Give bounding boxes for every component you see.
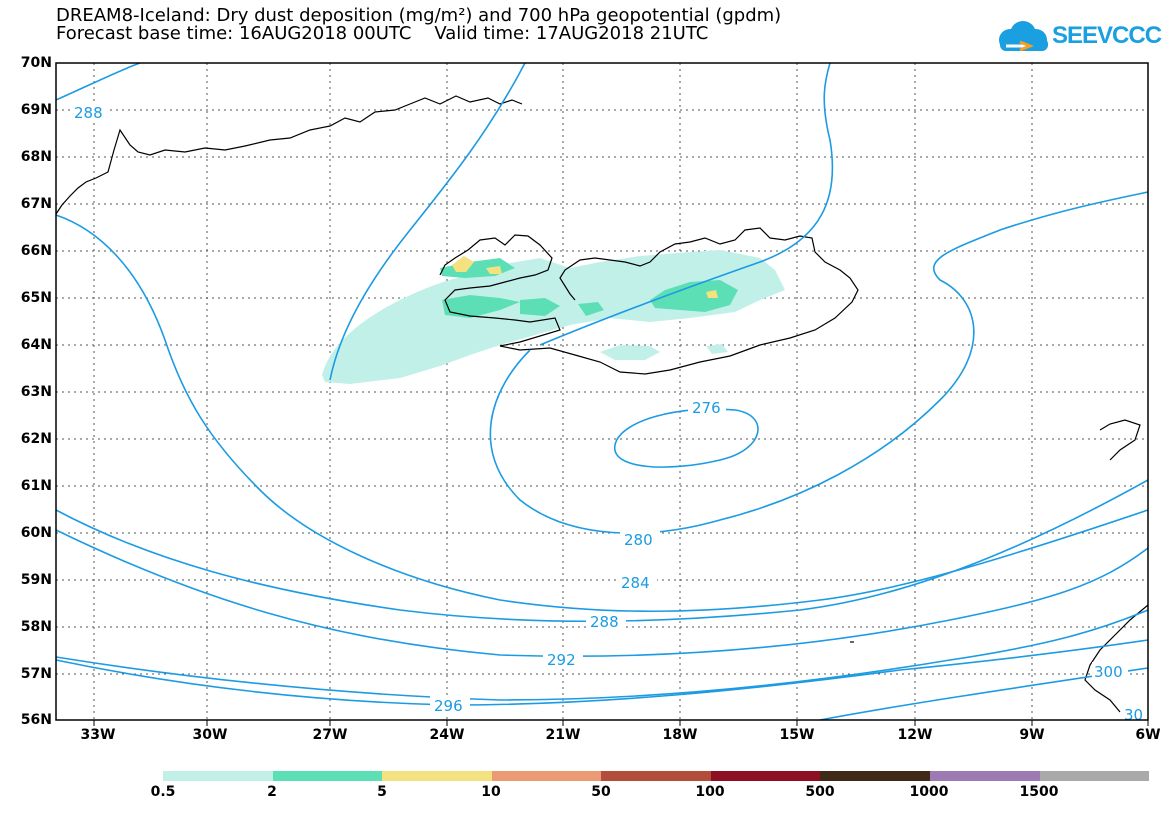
lon-label-30w: 30W [192, 727, 228, 743]
contour-main-trough [55, 214, 1149, 613]
legend-swatch [491, 771, 602, 781]
lat-label-59n: 59N [20, 572, 52, 588]
legend-label: 10 [481, 784, 501, 800]
lon-label-9w: 9W [1019, 727, 1045, 743]
contour-label-280: 280 [624, 531, 653, 549]
lat-label-57n: 57N [20, 666, 52, 682]
lon-label-24w: 24W [429, 727, 465, 743]
greenland-coast [55, 95, 523, 215]
contour-280 [489, 191, 1149, 534]
contour-288 [55, 529, 1149, 658]
lon-label-33w: 33W [80, 727, 116, 743]
contour-label-288: 288 [590, 613, 619, 631]
contour-label-284: 284 [621, 574, 650, 592]
legend-swatch [601, 771, 711, 781]
legend-label: 1500 [1019, 784, 1059, 800]
contour-label-292: 292 [547, 651, 576, 669]
legend-label: 100 [695, 784, 725, 800]
lat-label-61n: 61N [20, 478, 52, 494]
lat-label-67n: 67N [20, 196, 52, 212]
lat-label-65n: 65N [20, 290, 52, 306]
lat-label-64n: 64N [20, 337, 52, 353]
legend-label: 1000 [909, 784, 949, 800]
lon-label-27w: 27W [312, 727, 348, 743]
graticule [56, 63, 1148, 720]
legend-swatch [929, 771, 1040, 781]
legend-label: 50 [591, 784, 611, 800]
map-frame [55, 62, 1149, 721]
legend-swatch [1039, 771, 1150, 781]
contour-west-ridge [329, 62, 526, 381]
logo-text: SEEVCCC [1052, 22, 1162, 49]
contour-276 [614, 408, 759, 468]
forecast-times: Forecast base time: 16AUG2018 00UTC Vali… [56, 23, 709, 44]
legend-swatch [820, 771, 930, 781]
contour-296 [55, 639, 1149, 706]
legend-label: 5 [377, 784, 387, 800]
contour-284 [55, 479, 1149, 623]
contour-label-276: 276 [692, 399, 721, 417]
contour-label-300: 300 [1094, 663, 1123, 681]
contour-label-296: 296 [434, 697, 463, 715]
legend-label: 0.5 [150, 784, 176, 800]
seevccc-logo [999, 21, 1048, 52]
contour-label-304: 30 [1124, 706, 1143, 724]
contour-east-ridge [539, 62, 834, 346]
lat-label-68n: 68N [20, 149, 52, 165]
coastlines [55, 95, 1149, 713]
legend-swatch [710, 771, 821, 781]
geopotential-contours [55, 62, 1149, 721]
legend-swatch [272, 771, 383, 781]
iceland-coast [439, 227, 859, 375]
lon-label-18w: 18W [662, 727, 698, 743]
legend-swatch [382, 771, 492, 781]
contour-292 [55, 609, 1149, 701]
lat-label-62n: 62N [20, 431, 52, 447]
scotland-coast [1084, 604, 1149, 713]
lon-label-21w: 21W [545, 727, 581, 743]
lon-label-12w: 12W [897, 727, 933, 743]
contour-label-288-nw: 288 [74, 104, 103, 122]
contour-labels: 288 276 280 284 288 292 296 300 30 [70, 104, 1143, 724]
dust-deposition-field [322, 250, 785, 384]
lat-label-58n: 58N [20, 619, 52, 635]
lon-label-15w: 15W [779, 727, 815, 743]
contour-288-nw [55, 62, 141, 101]
lat-label-70n: 70N [20, 55, 52, 71]
lat-label-69n: 69N [20, 102, 52, 118]
map-title: DREAM8-Iceland: Dry dust deposition (mg/… [56, 5, 782, 26]
lat-label-56n: 56N [20, 712, 52, 728]
lat-label-63n: 63N [20, 384, 52, 400]
lat-label-66n: 66N [20, 243, 52, 259]
legend-label: 2 [267, 784, 277, 800]
lon-label-6w: 6W [1135, 727, 1161, 743]
axis-ticks [93, 720, 1149, 726]
lat-label-60n: 60N [20, 525, 52, 541]
cloud-icon [999, 21, 1048, 52]
color-legend [163, 771, 1150, 781]
legend-label: 500 [805, 784, 835, 800]
faroe-norway-coast [1099, 419, 1141, 461]
legend-swatch [163, 771, 273, 781]
